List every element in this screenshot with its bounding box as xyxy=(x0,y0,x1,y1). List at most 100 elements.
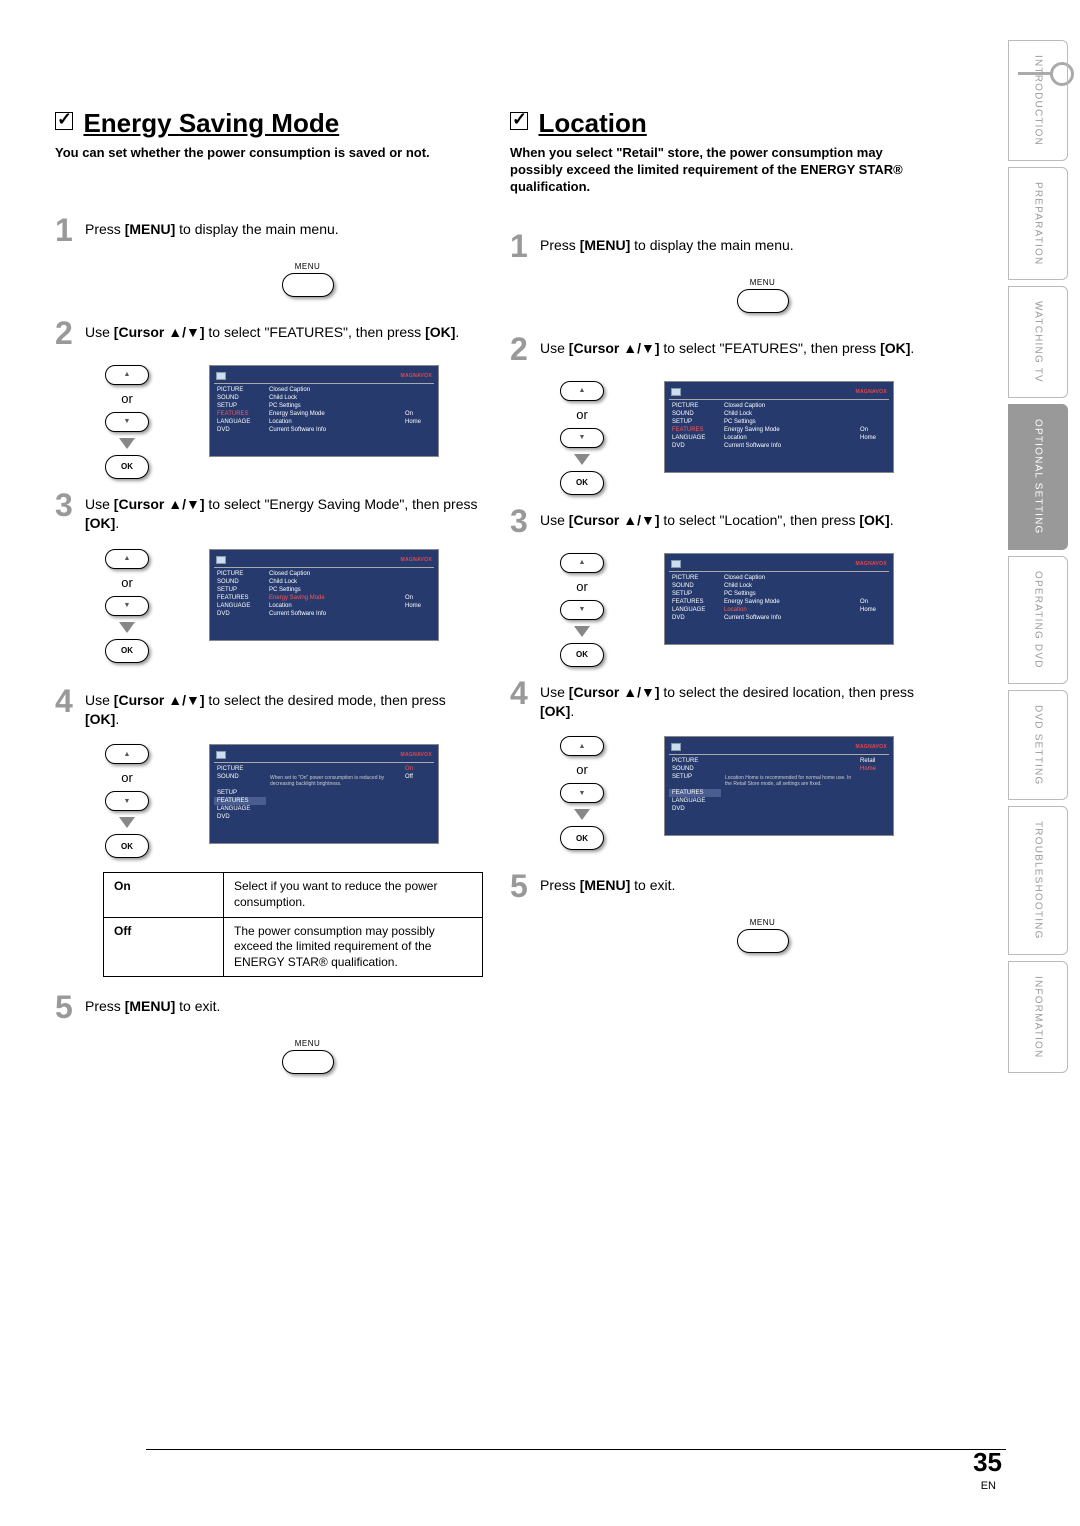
cursor-down-icon: ▼ xyxy=(560,783,604,803)
menu-label: MENU xyxy=(295,1039,321,1048)
osd-esm-select: MAGNAVOX PICTUREClosed Caption SOUNDChil… xyxy=(209,549,439,641)
step-text: Use [Cursor ▲/▼] to select the desired l… xyxy=(540,677,935,721)
arrow-down-icon xyxy=(119,622,135,633)
menu-button-icon xyxy=(737,929,789,953)
step-4: 4 Use [Cursor ▲/▼] to select the desired… xyxy=(55,685,480,729)
tv-icon xyxy=(671,743,681,751)
sidebar-tab: TROUBLESHOOTING xyxy=(1008,806,1068,955)
options-table: OnSelect if you want to reduce the power… xyxy=(103,872,483,977)
brand-label: MAGNAVOX xyxy=(856,744,887,750)
sidebar-tab: DVD SETTING xyxy=(1008,690,1068,800)
step-text: Press [MENU] to display the main menu. xyxy=(540,230,935,262)
tv-icon xyxy=(216,556,226,564)
ok-button-icon: OK xyxy=(105,455,149,479)
ok-button-icon: OK xyxy=(560,643,604,667)
step-2: 2 Use [Cursor ▲/▼] to select "FEATURES",… xyxy=(510,333,935,365)
section-subtitle: You can set whether the power consumptio… xyxy=(55,145,480,162)
cursor-down-icon: ▼ xyxy=(560,428,604,448)
table-row: OnSelect if you want to reduce the power… xyxy=(104,873,483,917)
ok-button-icon: OK xyxy=(105,834,149,858)
osd-esm-options: MAGNAVOX PICTUREOn SOUNDWhen set to "On"… xyxy=(209,744,439,844)
step-number: 2 xyxy=(55,317,85,349)
step-text: Press [MENU] to display the main menu. xyxy=(85,214,480,246)
brand-label: MAGNAVOX xyxy=(401,373,432,379)
col-energy-saving: Energy Saving Mode You can set whether t… xyxy=(55,50,480,1094)
menu-label: MENU xyxy=(750,278,776,287)
brand-label: MAGNAVOX xyxy=(401,752,432,758)
page: Energy Saving Mode You can set whether t… xyxy=(0,0,1080,1526)
step-number: 3 xyxy=(510,505,540,537)
arrow-down-icon xyxy=(574,626,590,637)
osd-features: MAGNAVOX PICTUREClosed Caption SOUNDChil… xyxy=(209,365,439,457)
step-number: 3 xyxy=(55,489,85,533)
or-text: or xyxy=(576,579,588,594)
or-text: or xyxy=(121,575,133,590)
sidebar-tab: PREPARATION xyxy=(1008,167,1068,280)
remote-and-osd: ▲ or ▼ OK MAGNAVOX PICTUREClosed Caption… xyxy=(105,549,480,663)
sidebar-tab: INFORMATION xyxy=(1008,961,1068,1073)
sidebar-tab: WATCHING TV xyxy=(1008,286,1068,398)
arrow-down-icon xyxy=(574,809,590,820)
remote-buttons: ▲ or ▼ OK xyxy=(105,549,149,663)
cursor-down-icon: ▼ xyxy=(105,791,149,811)
cursor-down-icon: ▼ xyxy=(105,596,149,616)
tv-icon xyxy=(216,372,226,380)
step-number: 5 xyxy=(510,870,540,902)
remote-and-osd: ▲ or ▼ OK MAGNAVOX PICTUREOn SOUNDWhen s… xyxy=(105,744,480,858)
step-3: 3 Use [Cursor ▲/▼] to select "Energy Sav… xyxy=(55,489,480,533)
or-text: or xyxy=(576,762,588,777)
content: Energy Saving Mode You can set whether t… xyxy=(55,50,935,1094)
step-number: 1 xyxy=(510,230,540,262)
check-icon xyxy=(55,112,73,130)
footer-rule xyxy=(146,1449,1006,1450)
menu-button-icon xyxy=(737,289,789,313)
cursor-up-icon: ▲ xyxy=(105,365,149,385)
remote-buttons: ▲ or ▼ OK xyxy=(560,381,604,495)
step-3: 3 Use [Cursor ▲/▼] to select "Location",… xyxy=(510,505,935,537)
arrow-down-icon xyxy=(574,454,590,465)
step-number: 2 xyxy=(510,333,540,365)
sidebar-tab: INTRODUCTION xyxy=(1008,40,1068,161)
menu-button-graphic: MENU xyxy=(590,278,935,313)
cursor-up-icon: ▲ xyxy=(105,744,149,764)
osd-location-select: MAGNAVOX PICTUREClosed Caption SOUNDChil… xyxy=(664,553,894,645)
step-text: Use [Cursor ▲/▼] to select "Energy Savin… xyxy=(85,489,480,533)
remote-and-osd: ▲ or ▼ OK MAGNAVOX PICTUREClosed Caption… xyxy=(105,365,480,479)
step-5: 5 Press [MENU] to exit. xyxy=(55,991,480,1023)
sidebar-tab: OPERATING DVD xyxy=(1008,556,1068,684)
check-icon xyxy=(510,112,528,130)
page-lang: EN xyxy=(981,1480,996,1492)
remote-buttons: ▲ or ▼ OK xyxy=(105,365,149,479)
cursor-up-icon: ▲ xyxy=(105,549,149,569)
menu-button-graphic: MENU xyxy=(590,918,935,953)
osd-features: MAGNAVOX PICTUREClosed Caption SOUNDChil… xyxy=(664,381,894,473)
brand-label: MAGNAVOX xyxy=(401,557,432,563)
ok-button-icon: OK xyxy=(105,639,149,663)
or-text: or xyxy=(121,770,133,785)
section-title: Energy Saving Mode xyxy=(83,108,339,139)
cursor-up-icon: ▲ xyxy=(560,381,604,401)
menu-button-icon xyxy=(282,273,334,297)
step-number: 5 xyxy=(55,991,85,1023)
step-1: 1 Press [MENU] to display the main menu. xyxy=(510,230,935,262)
step-4: 4 Use [Cursor ▲/▼] to select the desired… xyxy=(510,677,935,721)
cursor-down-icon: ▼ xyxy=(560,600,604,620)
step-text: Press [MENU] to exit. xyxy=(85,991,480,1023)
cursor-up-icon: ▲ xyxy=(560,736,604,756)
brand-label: MAGNAVOX xyxy=(856,389,887,395)
step-1: 1 Press [MENU] to display the main menu. xyxy=(55,214,480,246)
ok-button-icon: OK xyxy=(560,471,604,495)
page-number: 35 xyxy=(973,1447,1002,1478)
remote-buttons: ▲ or ▼ OK xyxy=(560,736,604,850)
section-header: Energy Saving Mode xyxy=(55,108,480,145)
menu-button-graphic: MENU xyxy=(135,262,480,297)
arrow-down-icon xyxy=(119,438,135,449)
menu-label: MENU xyxy=(750,918,776,927)
remote-and-osd: ▲ or ▼ OK MAGNAVOX PICTUREClosed Caption… xyxy=(560,553,935,667)
step-text: Use [Cursor ▲/▼] to select "FEATURES", t… xyxy=(540,333,935,365)
step-5: 5 Press [MENU] to exit. xyxy=(510,870,935,902)
tv-icon xyxy=(671,388,681,396)
tv-icon xyxy=(671,560,681,568)
tv-icon xyxy=(216,751,226,759)
table-row: OffThe power consumption may possibly ex… xyxy=(104,917,483,977)
